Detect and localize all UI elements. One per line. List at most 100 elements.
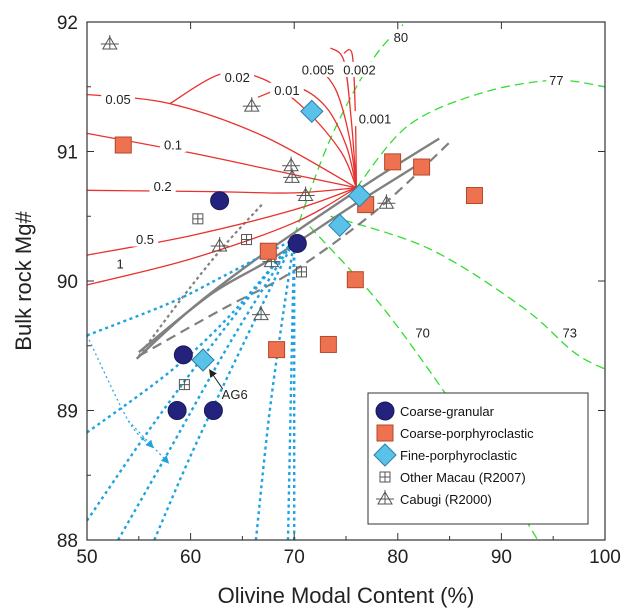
marker-cross [296,186,315,201]
point-triangle-plus-4 [283,168,302,183]
point-triangle-plus-1 [100,35,119,50]
marker-cross [100,35,119,50]
legend-box [367,392,589,525]
melting-curve-0-001 [343,49,358,188]
point-diamond-2 [347,183,372,208]
isotherm-label-80: 80 [394,30,408,45]
point-square-2 [384,153,402,171]
point-triangle-plus-3 [282,156,301,172]
x-axis-title: Olivine Modal Content (%) [218,583,475,608]
point-triangle-plus-2 [242,97,261,112]
curve-label-0-1: 0.1 [164,138,182,153]
point-square-4 [465,187,483,205]
isotherm-label-bg [390,29,411,45]
point-diamond-4 [191,348,215,372]
melting-curve-0-002 [330,47,358,188]
marker-cross [252,305,271,320]
point-triangle-plus-5 [296,186,315,202]
legend-label: Other Macau (R2007) [400,470,526,485]
curve-label-0-05: 0.05 [105,92,130,107]
blue-dotted-curve-5 [153,239,296,540]
isotherm-label-bg [559,324,580,340]
curve-label-bg [149,178,176,194]
point-square-9 [319,335,337,353]
curve-label-bg [159,137,187,153]
point-square-1 [114,136,132,154]
marker-cross [296,266,307,277]
marker-cross [376,490,394,504]
y-tick-label: 88 [57,531,78,552]
point-boxed-plus-3 [178,379,190,391]
isotherm-73 [330,215,605,370]
x-tick-label: 60 [180,547,201,568]
point-circle-3 [173,345,193,365]
curve-label-bg [114,256,126,272]
legend-label: Coarse-granular [400,404,495,419]
annotation-arrow [209,369,224,390]
axes-layer: 50 60 70 80 90 100 88 89 90 91 92 [57,13,621,568]
melting-curve-0-5 [87,187,357,256]
point-circle-4 [167,401,187,420]
blue-dotted-curve-1 [87,238,295,337]
curve-label-0-02: 0.02 [225,70,250,85]
curve-label-0-2: 0.2 [154,179,172,194]
point-triangle-plus-7 [210,237,229,252]
point-circle-5 [203,401,223,420]
blue-dotted-curve-3 [87,238,296,522]
y-tick-label: 92 [57,13,78,34]
legend-marker-diamond [373,443,397,467]
curve-label-bg [338,61,380,77]
isotherm-77 [355,79,605,189]
x-tick-label: 70 [284,547,305,568]
marker-cross [282,156,301,171]
curve-label-bg [101,91,135,107]
y-axis-title: Bulk rock Mg# [11,211,36,351]
x-tick-label: 80 [387,547,408,568]
isotherm-80 [293,24,404,236]
y-tick-label: 90 [57,272,78,293]
marker-cross [283,168,302,183]
isotherm-label-73: 73 [563,325,577,340]
legend-label: Coarse-porphyroclastic [400,426,534,441]
blue-dotted-curve-4 [117,238,296,540]
point-circle-2 [287,233,307,253]
melting-curve-0-01 [257,86,358,188]
point-boxed-plus-2 [241,234,253,246]
legend-marker-square [376,424,394,442]
marker-cross [380,472,390,482]
legend-marker-circle [375,401,395,421]
point-boxed-plus-4 [295,266,307,278]
legend-marker-boxed-plus [379,471,391,483]
isotherm-label-bg [412,324,433,340]
x-tick-label: 100 [589,547,621,568]
curve-label-0-005: 0.005 [302,62,335,77]
curve-label-bg [297,61,339,77]
blue-arrow-2 [127,420,170,464]
point-square-6 [259,242,277,260]
legend: Coarse-granular Coarse-porphyroclastic Fin… [367,392,589,525]
point-diamond-3 [328,213,352,238]
x-tick-label: 90 [491,547,512,568]
legend-label: Fine-porphyroclastic [400,448,518,463]
isotherm-label-70: 70 [415,325,429,340]
isotherm-label-77: 77 [549,73,563,88]
legend-label: Cabugi (R2000) [400,492,492,507]
point-square-7 [346,271,364,289]
legend-marker-triangle-plus [376,490,394,505]
curve-label-bg [354,111,396,127]
annotation-label: AG6 [222,387,248,402]
point-circle-1 [210,191,230,211]
marker-cross [210,237,229,252]
melting-curve-0-02 [169,71,357,189]
curve-label-0-5: 0.5 [136,232,154,247]
curve-label-0-01: 0.01 [274,83,299,98]
x-tick-label: 50 [76,547,97,568]
curve-label-0-002: 0.002 [343,62,376,77]
point-square-3 [413,158,431,176]
marker-cross [242,97,261,112]
melting-curve-1 [87,187,357,286]
marker-cross [241,234,252,245]
labels-layer: 0.05 0.02 0.010.005 0.002 0.001 0.1 0.2 0.5 1 80 7… [101,29,580,402]
marker-cross [179,379,190,390]
